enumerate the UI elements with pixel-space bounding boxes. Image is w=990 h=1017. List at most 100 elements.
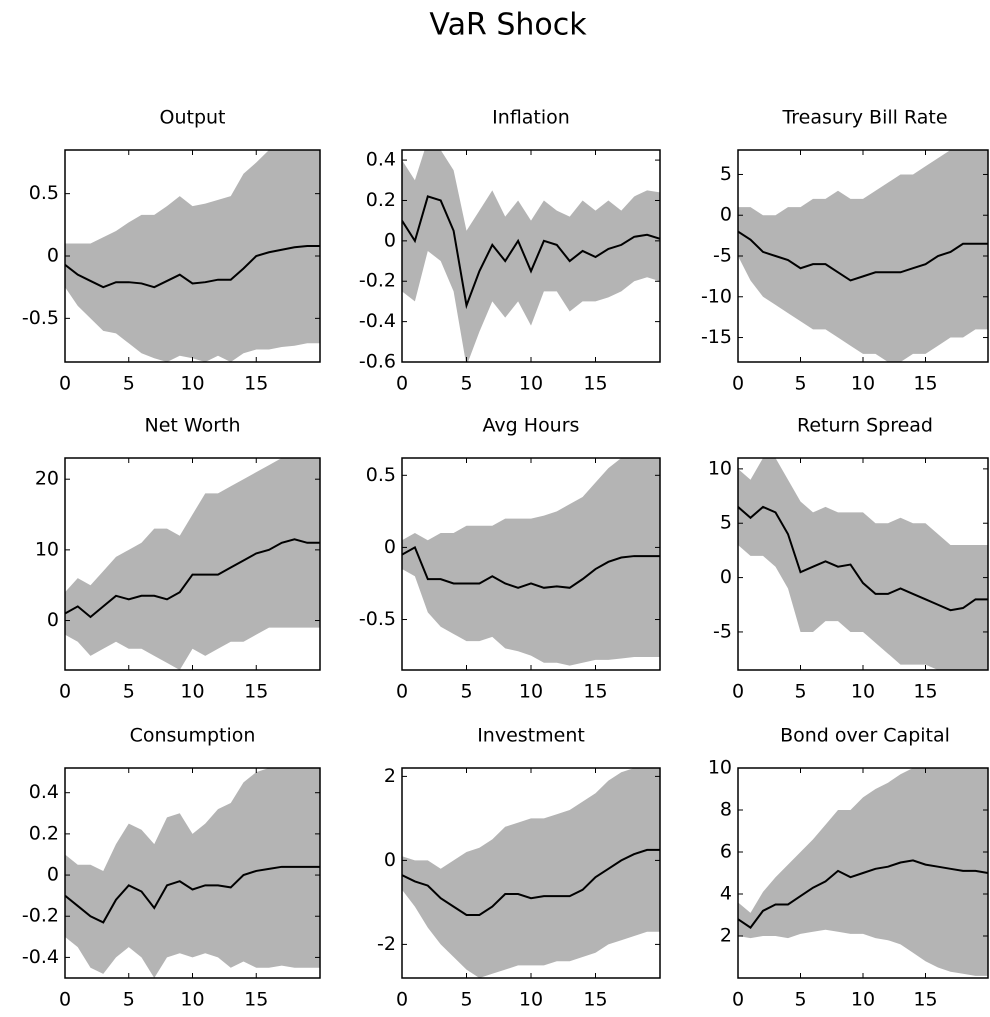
x-tick-label: 10: [851, 681, 875, 703]
confidence-band: [402, 458, 660, 666]
x-tick-label: 15: [244, 989, 268, 1011]
subplot-title: Avg Hours: [483, 415, 580, 437]
confidence-band: [65, 150, 320, 362]
y-tick-label: -5: [713, 245, 732, 267]
x-tick-label: 5: [123, 989, 135, 1011]
x-tick-label: 10: [180, 373, 204, 395]
x-tick-label: 15: [583, 373, 607, 395]
x-tick-label: 5: [794, 681, 806, 703]
confidence-band: [738, 458, 988, 670]
x-tick-label: 10: [180, 989, 204, 1011]
subplot: 0 5 10 15 -0.5 0 0.5 Output: [22, 107, 321, 395]
y-tick-label: -5: [713, 620, 732, 642]
y-tick-label: -10: [701, 285, 732, 307]
y-tick-label: 10: [708, 457, 732, 479]
figure-title: VaR Shock: [429, 8, 587, 43]
x-tick-label: 15: [244, 681, 268, 703]
y-tick-label: -15: [701, 326, 732, 348]
x-tick-label: 15: [913, 681, 937, 703]
subplot-title: Inflation: [492, 107, 570, 129]
x-tick-label: 0: [396, 681, 408, 703]
x-tick-label: 0: [732, 989, 744, 1011]
subplot-title: Output: [160, 107, 226, 129]
confidence-band: [738, 150, 988, 362]
x-tick-label: 5: [123, 681, 135, 703]
y-tick-label: 2: [384, 765, 396, 787]
y-tick-label: 0.4: [29, 781, 59, 803]
response-line: [738, 230, 988, 282]
y-tick-label: 0: [47, 864, 59, 886]
y-tick-label: 10: [35, 538, 59, 560]
x-tick-label: 0: [396, 989, 408, 1011]
subplot: 0 5 10 15 -0.5 0 0.5 Avg Hours: [359, 415, 661, 703]
response-line: [402, 545, 660, 589]
response-line: [738, 859, 988, 929]
response-line: [738, 505, 988, 612]
y-tick-label: -0.2: [359, 270, 396, 292]
y-tick-label: -0.5: [22, 307, 59, 329]
subplot: 0 5 10 15 -5 0 5 10 Return Spread: [708, 415, 989, 703]
y-tick-label: 0.2: [29, 822, 59, 844]
subplot: 0 5 10 15 2 4 6 8 10 Bond over Capital: [708, 725, 989, 1011]
x-tick-label: 5: [460, 681, 472, 703]
response-line: [65, 245, 320, 289]
subplot: 0 5 10 15 0 10 20 Net Worth: [35, 415, 321, 703]
y-tick-label: 0.5: [29, 182, 59, 204]
y-tick-label: 0.4: [366, 149, 396, 171]
x-tick-label: 5: [794, 989, 806, 1011]
x-tick-label: 15: [913, 373, 937, 395]
subplot-title: Investment: [477, 725, 585, 747]
x-tick-label: 0: [59, 681, 71, 703]
x-tick-label: 10: [519, 681, 543, 703]
y-tick-label: -0.4: [359, 310, 396, 332]
subplot: 0 5 10 15 -2 0 2 Investment: [377, 725, 661, 1011]
response-line: [65, 538, 320, 619]
x-tick-label: 10: [519, 373, 543, 395]
y-tick-label: 6: [720, 841, 732, 863]
subplot: 0 5 10 15 -15 -10 -5 0 5 Treasury Bill Rate: [701, 107, 989, 395]
x-tick-label: 0: [59, 989, 71, 1011]
x-tick-label: 0: [732, 373, 744, 395]
y-tick-label: 0: [384, 849, 396, 871]
y-tick-label: 0: [720, 204, 732, 226]
y-tick-label: 0: [47, 609, 59, 631]
response-line: [65, 865, 320, 924]
x-tick-label: 0: [396, 373, 408, 395]
subplot-title: Net Worth: [145, 415, 241, 437]
x-tick-label: 10: [851, 989, 875, 1011]
y-tick-label: 0.2: [366, 189, 396, 211]
x-tick-label: 0: [59, 373, 71, 395]
x-tick-label: 15: [244, 373, 268, 395]
subplot: 0 5 10 15 -0.6 -0.4 -0.2 0 0.2 0.4 Inflation: [359, 107, 661, 395]
y-tick-label: 0: [384, 229, 396, 251]
subplot-title: Treasury Bill Rate: [781, 107, 947, 129]
y-tick-label: -0.4: [22, 946, 59, 968]
y-tick-label: -0.2: [22, 905, 59, 927]
x-tick-label: 15: [913, 989, 937, 1011]
y-tick-label: 10: [708, 757, 732, 779]
y-tick-label: 2: [720, 925, 732, 947]
response-line: [402, 848, 660, 916]
y-tick-label: -2: [377, 933, 396, 955]
subplot: 0 5 10 15 -0.4 -0.2 0 0.2 0.4 Consumption: [22, 725, 321, 1011]
y-tick-label: 5: [720, 163, 732, 185]
confidence-band: [65, 458, 320, 670]
y-tick-label: 20: [35, 468, 59, 490]
y-tick-label: 0: [720, 566, 732, 588]
x-tick-label: 5: [794, 373, 806, 395]
x-tick-label: 15: [583, 681, 607, 703]
y-tick-label: -0.5: [359, 608, 396, 630]
y-tick-label: 8: [720, 799, 732, 821]
x-tick-label: 5: [460, 989, 472, 1011]
confidence-band: [402, 768, 660, 978]
x-tick-label: 10: [180, 681, 204, 703]
subplot-title: Consumption: [130, 725, 256, 747]
y-tick-label: 0: [384, 536, 396, 558]
y-tick-label: 0: [47, 245, 59, 267]
x-tick-label: 10: [519, 989, 543, 1011]
x-tick-label: 0: [732, 681, 744, 703]
x-tick-label: 15: [583, 989, 607, 1011]
x-tick-label: 5: [460, 373, 472, 395]
y-tick-label: -0.6: [359, 351, 396, 373]
